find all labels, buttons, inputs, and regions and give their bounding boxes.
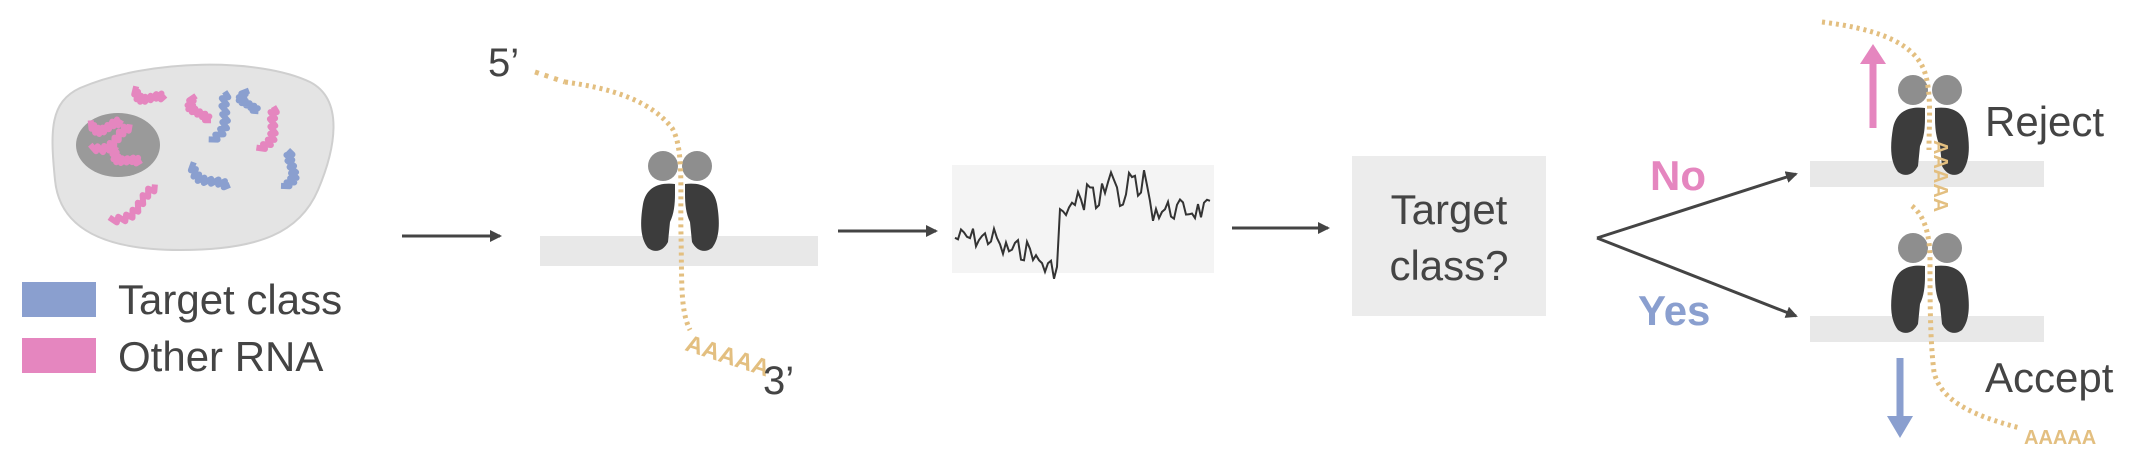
target-rna — [235, 87, 261, 115]
yes-label: Yes — [1638, 287, 1710, 334]
accept-strand — [1910, 204, 2021, 431]
yes-branch-arrow — [1596, 236, 1798, 318]
rna-strand — [564, 79, 693, 332]
reject-membrane — [1810, 161, 2044, 187]
rna-molecules — [87, 85, 300, 226]
cell — [51, 63, 335, 252]
no-label: No — [1650, 152, 1706, 199]
accept-poly-a: AAAAA — [2024, 427, 2096, 449]
nanopore-icon — [641, 151, 719, 251]
legend-swatch-other — [22, 338, 96, 373]
squiggle-panel — [952, 165, 1214, 279]
pore-panel: 5’ AAAAA 3’ — [488, 41, 818, 403]
target-rna — [187, 161, 231, 191]
no-branch-arrow — [1596, 171, 1798, 240]
target-rna — [208, 90, 232, 143]
legend-swatch-target — [22, 282, 96, 317]
legend-label-target: Target class — [118, 276, 342, 323]
accept-label: Accept — [1985, 354, 2114, 401]
reject-poly-a: AAAAA — [1929, 140, 1951, 212]
decision-question-line-1: Target — [1391, 186, 1508, 233]
other-rna — [109, 145, 143, 167]
decision-question-line-2: class? — [1389, 242, 1508, 289]
target-rna — [280, 147, 300, 190]
other-rna — [131, 85, 168, 105]
other-rna — [87, 116, 124, 137]
five-prime-label: 5’ — [488, 41, 519, 85]
legend: Target class Other RNA — [22, 276, 342, 380]
reject-label: Reject — [1985, 98, 2104, 145]
reject-outcome: AAAAA Reject — [1810, 19, 2104, 212]
other-rna — [107, 184, 158, 226]
decision-box: Target class? — [1352, 156, 1546, 316]
three-prime-label: 3’ — [763, 359, 794, 403]
accept-outcome: AAAAA Accept — [1810, 204, 2114, 449]
reject-strand — [1821, 19, 1933, 151]
other-rna — [184, 93, 213, 124]
other-rna — [255, 105, 280, 152]
accept-membrane — [1810, 316, 2044, 342]
legend-label-other: Other RNA — [118, 333, 323, 380]
current-signal-trace — [954, 169, 1211, 279]
poly-a-tail: AAAAA — [682, 330, 773, 382]
